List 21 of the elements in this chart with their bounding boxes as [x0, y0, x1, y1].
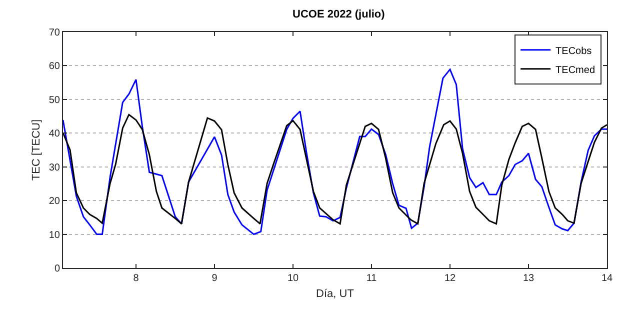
y-tick-label: 50: [48, 94, 60, 106]
y-tick-label: 10: [48, 230, 60, 241]
legend-label: TECobs: [556, 46, 592, 57]
chart-title: UCOE 2022 (julio): [292, 8, 386, 20]
x-axis-title: Día, UT: [316, 288, 354, 300]
y-tick-label: 70: [48, 28, 60, 38]
y-tick-label: 0: [54, 264, 60, 274]
x-tick-label: 13: [522, 273, 534, 284]
legend-label: TECmed: [556, 64, 596, 76]
y-tick-label: 60: [48, 61, 60, 72]
x-tick-label: 12: [444, 273, 456, 284]
y-tick-label: 40: [48, 128, 60, 140]
y-tick-label: 20: [48, 196, 60, 208]
line-series: [63, 114, 607, 225]
x-tick-label: 9: [212, 273, 218, 284]
x-tick-label: 8: [133, 273, 140, 284]
x-tick-label: 10: [287, 273, 299, 284]
y-axis-title: TEC [TECU]: [30, 119, 43, 181]
x-tick-label: 11: [366, 273, 378, 284]
y-tick-label: 30: [48, 162, 60, 174]
x-tick-label: 14: [601, 273, 613, 284]
